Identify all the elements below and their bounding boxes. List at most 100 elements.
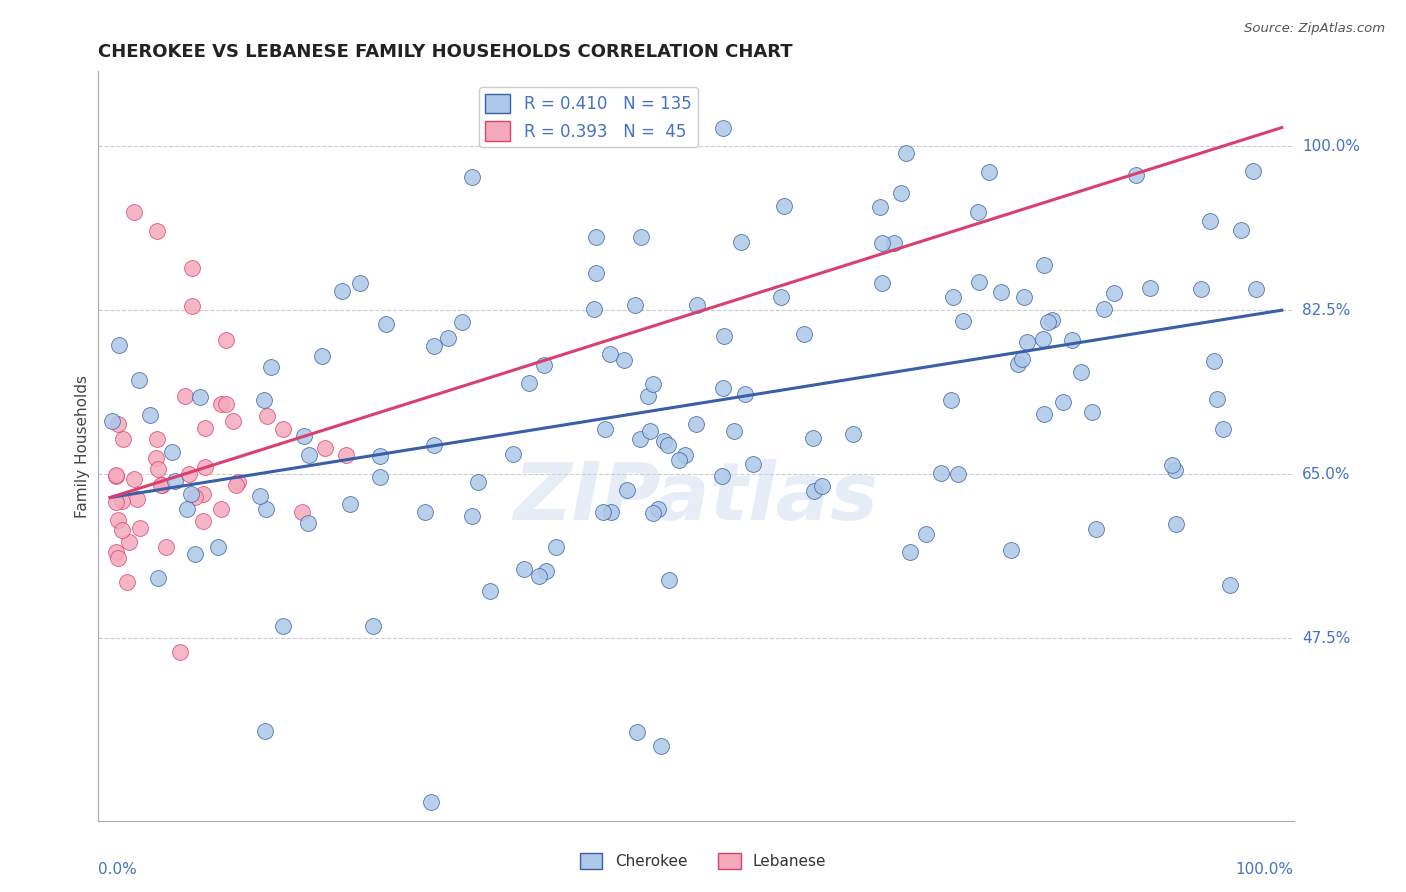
- Point: [772, 199, 794, 213]
- Point: [952, 314, 974, 328]
- Point: [461, 169, 484, 184]
- Point: [1062, 333, 1084, 347]
- Point: [929, 466, 952, 480]
- Point: [311, 349, 333, 363]
- Point: [413, 505, 436, 519]
- Point: [128, 521, 150, 535]
- Point: [624, 298, 647, 312]
- Point: [423, 338, 446, 352]
- Point: [1161, 458, 1184, 472]
- Point: [138, 409, 160, 423]
- Point: [225, 478, 247, 492]
- Point: [1189, 282, 1212, 296]
- Point: [111, 432, 134, 446]
- Point: [870, 235, 893, 250]
- Point: [842, 427, 865, 442]
- Point: [349, 277, 371, 291]
- Point: [256, 409, 278, 423]
- Point: [1007, 357, 1029, 371]
- Point: [638, 425, 661, 439]
- Point: [193, 487, 215, 501]
- Point: [105, 545, 128, 559]
- Point: [479, 584, 502, 599]
- Point: [314, 441, 336, 455]
- Point: [271, 422, 294, 436]
- Point: [990, 285, 1012, 299]
- Point: [209, 397, 232, 411]
- Point: [420, 795, 443, 809]
- Point: [713, 329, 735, 343]
- Point: [593, 422, 616, 436]
- Point: [1000, 543, 1022, 558]
- Point: [111, 494, 134, 508]
- Point: [209, 502, 232, 516]
- Point: [1244, 282, 1267, 296]
- Point: [374, 317, 396, 331]
- Point: [181, 299, 204, 313]
- Point: [194, 421, 217, 435]
- Point: [668, 452, 690, 467]
- Point: [592, 505, 614, 519]
- Point: [253, 393, 276, 408]
- Point: [1015, 334, 1038, 349]
- Point: [193, 514, 215, 528]
- Legend: Cherokee, Lebanese: Cherokee, Lebanese: [574, 847, 832, 875]
- Y-axis label: Family Households: Family Households: [75, 375, 90, 517]
- Point: [461, 508, 484, 523]
- Point: [585, 230, 607, 244]
- Point: [1032, 331, 1054, 345]
- Point: [1202, 354, 1225, 368]
- Point: [811, 479, 834, 493]
- Point: [770, 290, 793, 304]
- Point: [339, 497, 361, 511]
- Point: [249, 489, 271, 503]
- Point: [105, 468, 128, 483]
- Point: [1164, 516, 1187, 531]
- Point: [630, 229, 652, 244]
- Point: [176, 502, 198, 516]
- Point: [1070, 365, 1092, 379]
- Point: [512, 562, 534, 576]
- Point: [890, 186, 912, 200]
- Point: [1125, 169, 1147, 183]
- Point: [942, 290, 965, 304]
- Point: [657, 438, 679, 452]
- Point: [946, 467, 969, 481]
- Point: [723, 424, 745, 438]
- Point: [647, 502, 669, 516]
- Point: [1036, 316, 1059, 330]
- Point: [734, 387, 756, 401]
- Text: 47.5%: 47.5%: [1302, 631, 1350, 646]
- Point: [107, 337, 129, 351]
- Point: [641, 506, 664, 520]
- Point: [1164, 463, 1187, 477]
- Point: [1199, 214, 1222, 228]
- Point: [101, 414, 124, 428]
- Point: [533, 358, 555, 372]
- Point: [105, 467, 128, 482]
- Point: [1219, 578, 1241, 592]
- Point: [1032, 258, 1054, 272]
- Point: [686, 298, 709, 312]
- Text: 100.0%: 100.0%: [1302, 139, 1360, 153]
- Point: [616, 483, 638, 497]
- Point: [451, 315, 474, 329]
- Text: 100.0%: 100.0%: [1236, 862, 1294, 877]
- Point: [1032, 408, 1054, 422]
- Point: [585, 266, 607, 280]
- Point: [527, 569, 550, 583]
- Point: [146, 571, 169, 585]
- Point: [128, 373, 150, 387]
- Point: [215, 333, 238, 347]
- Text: Source: ZipAtlas.com: Source: ZipAtlas.com: [1244, 22, 1385, 36]
- Point: [436, 331, 458, 345]
- Point: [111, 523, 134, 537]
- Point: [149, 477, 172, 491]
- Point: [292, 429, 315, 443]
- Point: [174, 389, 197, 403]
- Point: [162, 445, 184, 459]
- Point: [467, 475, 489, 489]
- Point: [613, 353, 636, 368]
- Point: [368, 470, 391, 484]
- Point: [711, 468, 734, 483]
